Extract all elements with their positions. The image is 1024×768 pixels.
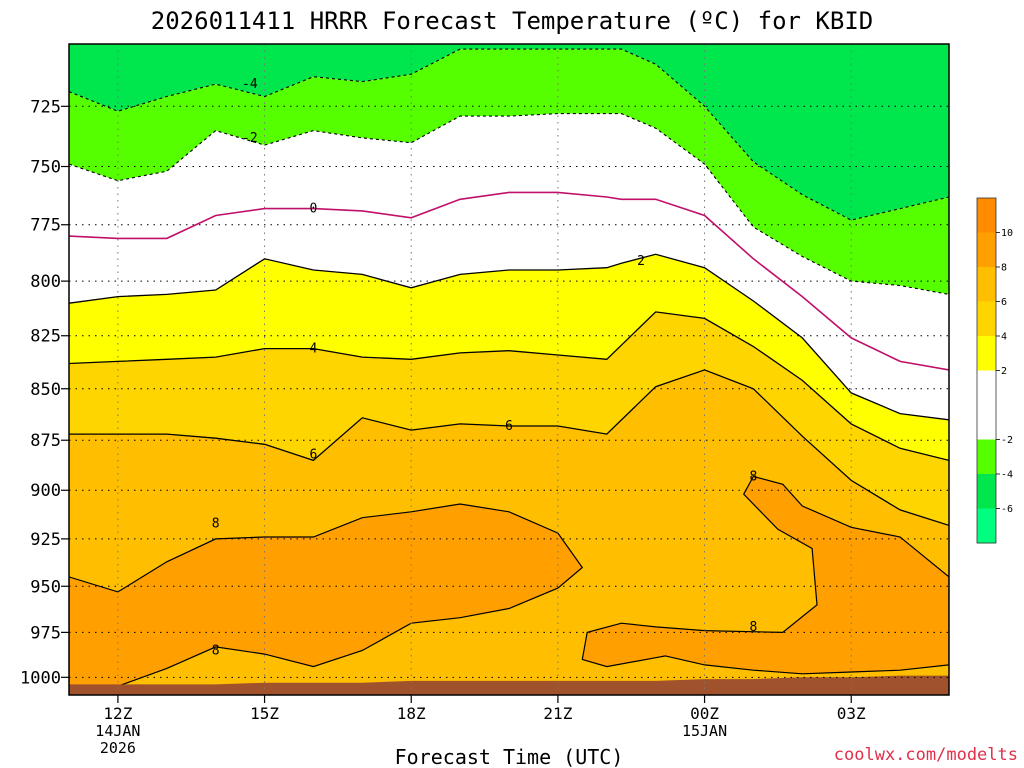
x-tick-label: 18Z [397,704,426,723]
y-tick-label: 925 [30,530,61,550]
x-tick-label: 03Z [837,704,866,723]
y-tick-label: 875 [30,431,61,451]
warm-region [581,475,949,675]
x-tick-label: 14JAN [95,722,140,740]
x-tick-label: 15JAN [682,722,727,740]
x-tick-label: 00Z [690,704,719,723]
isotherm-label: 2 [637,254,645,269]
colorbar-label: -6 [1001,504,1013,515]
colorbar-swatch [977,405,996,440]
isotherm-label: 0 [310,202,318,217]
isotherm-label: 4 [310,342,318,357]
colorbar-label: 8 [1001,263,1007,274]
isotherm-label: 8 [750,620,758,635]
isotherm-label: 8 [212,643,220,658]
isotherm-line [69,253,949,421]
y-tick-label: 950 [30,577,61,597]
colorbar-swatch [977,508,996,544]
y-tick-label: 975 [30,623,61,643]
isotherm-lines [69,48,949,527]
x-tick-label: 15Z [250,704,279,723]
isotherm-line [69,369,949,527]
isotherm-line [69,311,949,462]
x-tick-label: 2026 [100,739,136,757]
isotherm-label: 8 [750,469,758,484]
isotherm-label: -4 [242,77,258,92]
isotherm-line [69,113,949,295]
colorbar-label: -4 [1001,470,1013,481]
fill-band [69,44,949,221]
colorbar-label: 10 [1001,228,1013,239]
x-tick-label: 12Z [103,704,132,723]
y-tick-label: 800 [30,272,61,292]
plot-area: -4 -2 0 2 4 6 6 8 8 8 8 [69,44,949,695]
fill-band [69,49,949,295]
plot-frame [68,43,950,696]
isotherm-line [69,48,949,221]
colorbar-label: -2 [1001,435,1013,446]
colorbar: 10 8 6 4 2 -2 -4 -6 [976,197,1013,544]
y-tick-label: 750 [30,158,61,178]
isotherm-line [69,191,949,371]
y-tick-label: 825 [30,327,61,347]
colorbar-swatch [977,198,996,233]
fill-band [69,311,949,526]
y-tick-label: 850 [30,380,61,400]
isotherm-label: -2 [242,131,258,146]
ground-fill [69,675,949,695]
colorbar-swatch [977,232,996,268]
colorbar-swatch [977,267,996,302]
y-tick-label: 900 [30,481,61,501]
credit-text: coolwx.com/modelts [834,745,1018,765]
isotherm-labels: -4 -2 0 2 4 6 6 8 8 8 8 [212,77,758,658]
colorbar-swatch [977,336,996,371]
colorbar-label: 4 [1001,332,1007,343]
fill-band [69,113,949,370]
isotherm-label: 8 [212,516,220,531]
x-axis-label: Forecast Time (UTC) [395,745,624,768]
colorbar-label: 6 [1001,297,1007,308]
y-tick-label: 1000 [20,668,61,688]
colorbar-swatch [977,370,996,406]
isotherm-label: 6 [310,447,318,462]
fill-band [69,192,949,420]
y-tick-label: 725 [30,97,61,117]
colorbar-swatch [977,474,996,509]
warm-region [69,503,584,687]
y-tick-label: 775 [30,216,61,236]
ground-layer [69,675,949,695]
temperature-fills [69,44,949,695]
chart-title: 2026011411 HRRR Forecast Temperature (ºC… [151,7,873,35]
colorbar-label: 2 [1001,366,1007,377]
isotherm-label: 6 [505,419,513,434]
colorbar-swatch [977,301,996,337]
fill-band [69,254,949,461]
y-axis: 725 750 775 800 825 850 875 900 925 950 975 1000 [20,97,69,688]
x-tick-label: 21Z [543,704,572,723]
colorbar-swatch [977,439,996,475]
